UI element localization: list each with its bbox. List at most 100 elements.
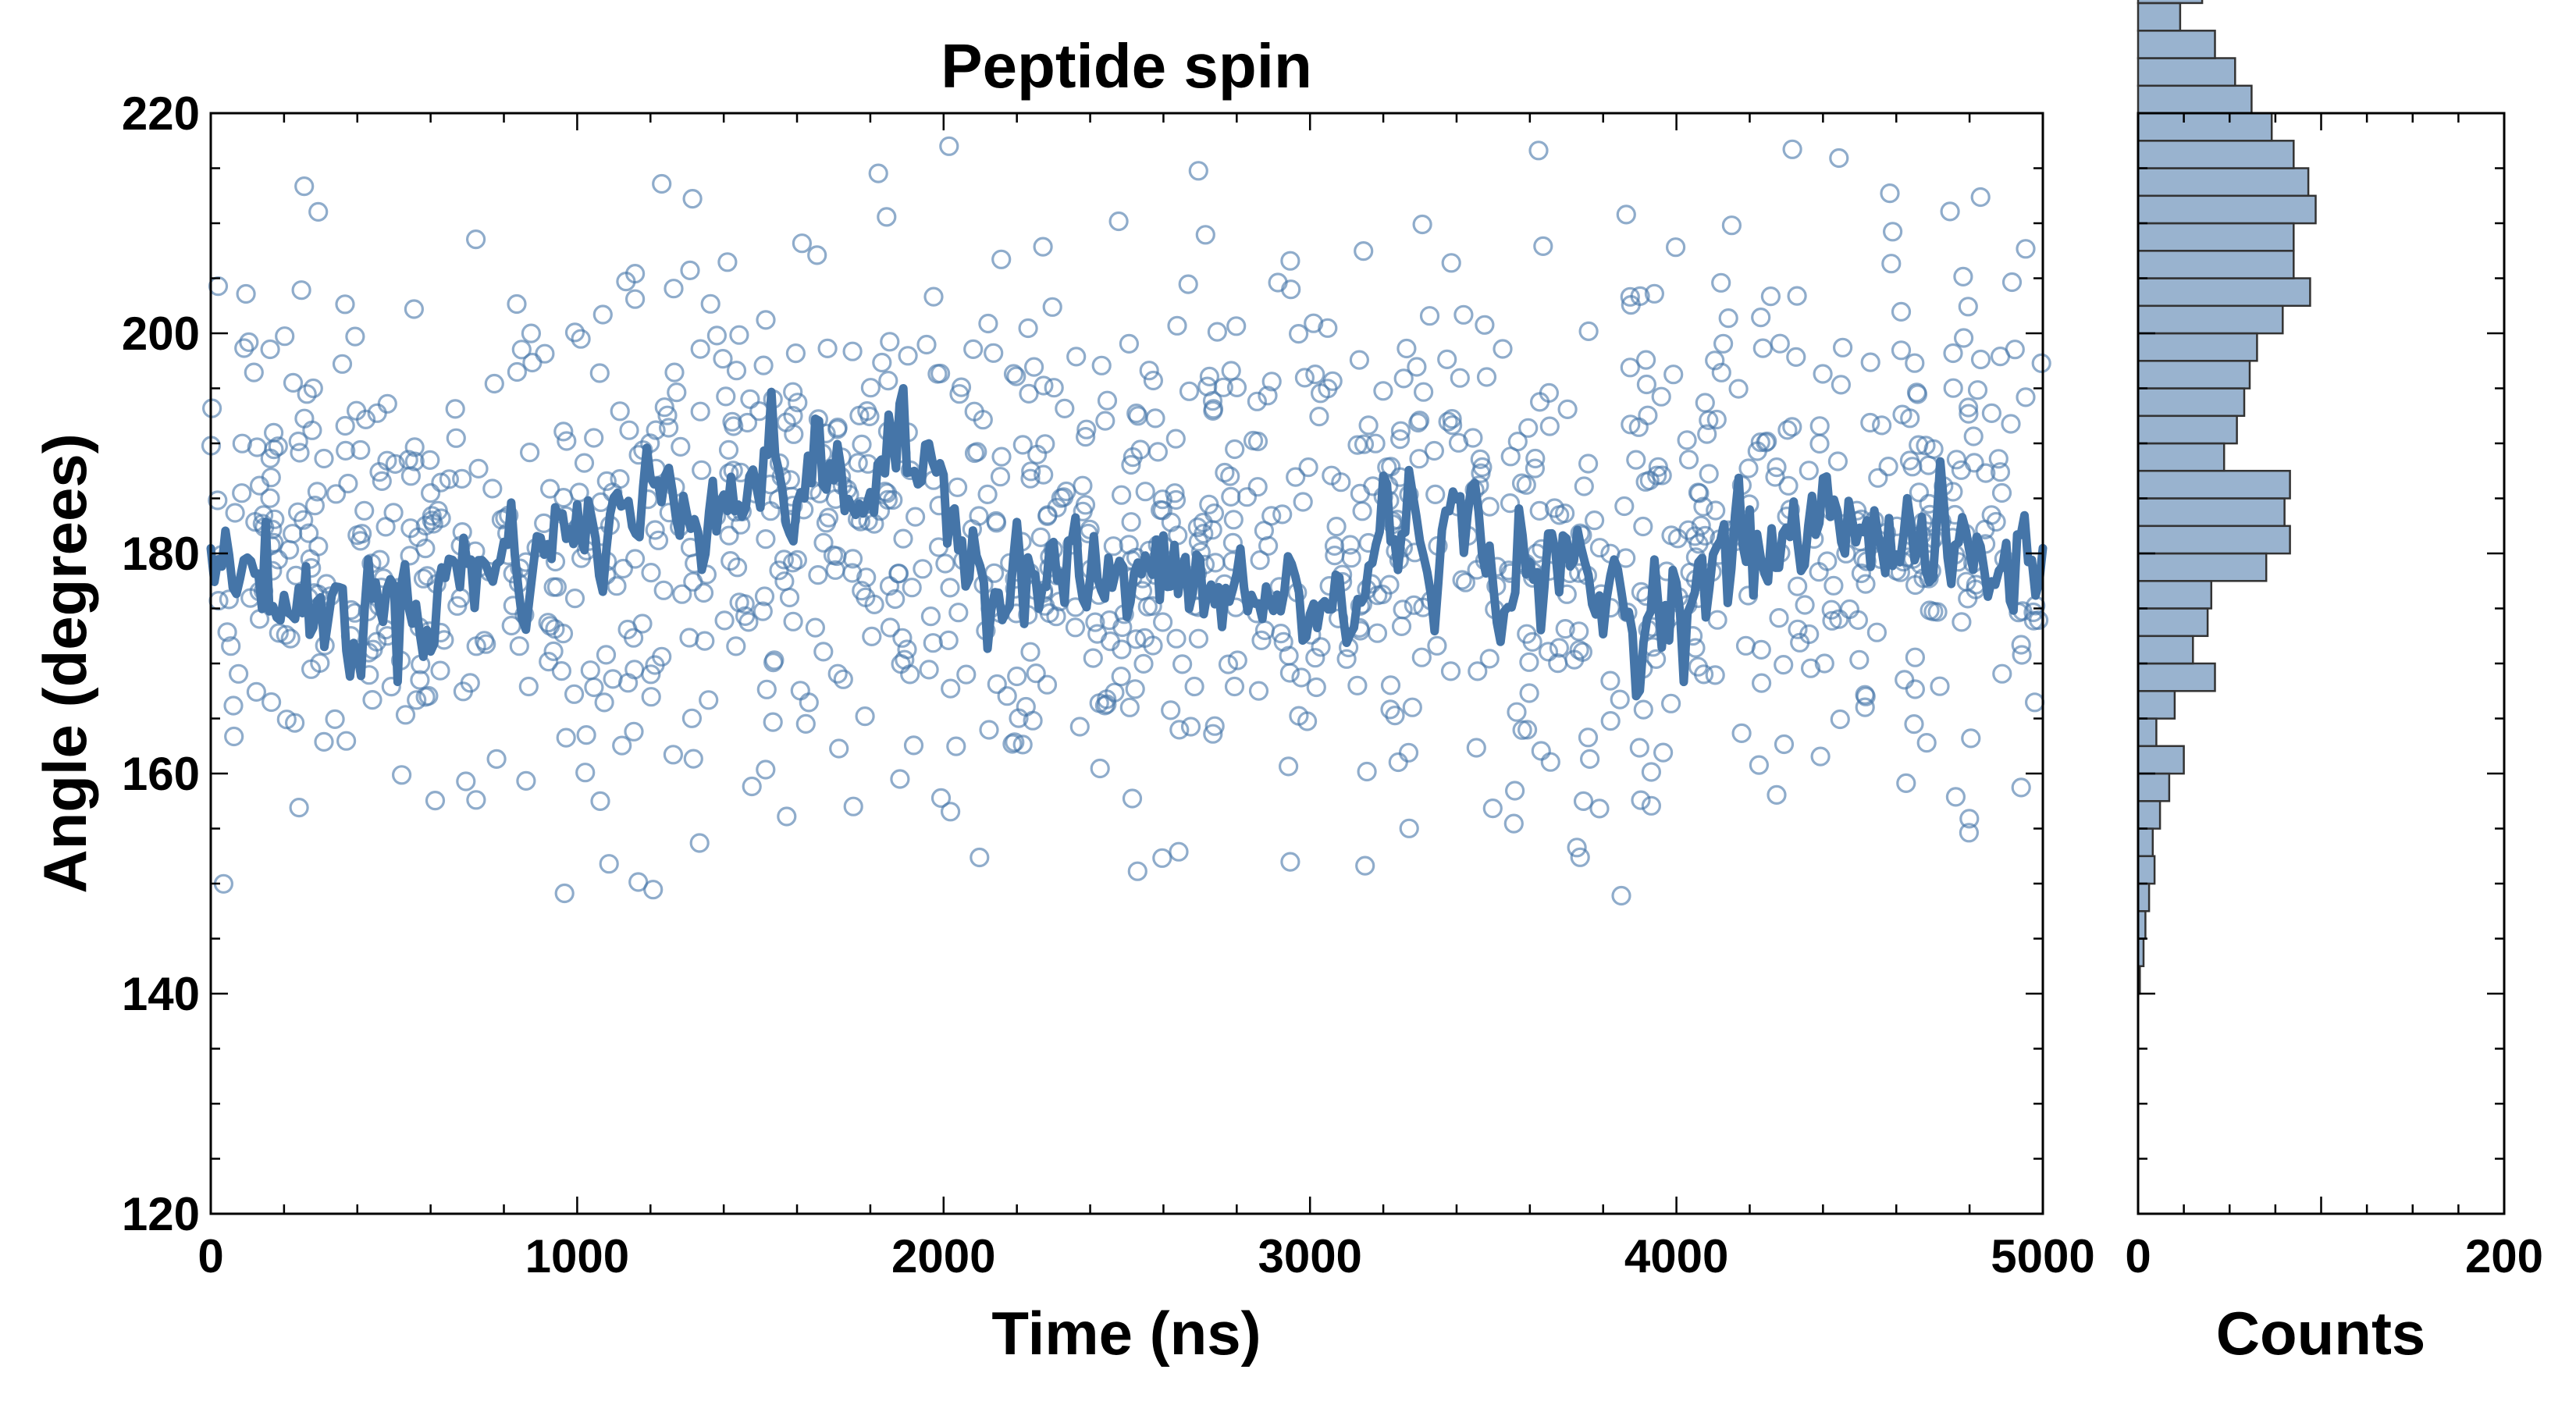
scatter-point — [756, 528, 776, 550]
scatter-point — [1165, 429, 1186, 449]
scatter-point — [774, 550, 795, 570]
scatter-point — [1097, 390, 1118, 411]
scatter-point — [892, 628, 913, 648]
histogram-bar — [2137, 194, 2317, 225]
scatter-point — [1555, 618, 1575, 639]
scatter-point — [1765, 467, 1785, 487]
histogram-bar — [2137, 332, 2258, 362]
scatter-point — [1450, 368, 1470, 388]
scatter-point — [823, 545, 844, 565]
scatter-point — [246, 681, 266, 702]
scatter-point — [466, 790, 486, 810]
scatter-point — [624, 264, 646, 284]
scatter-point — [923, 286, 944, 307]
scatter-point — [1119, 535, 1139, 555]
scatter-point — [476, 634, 496, 654]
scatter-point — [1749, 755, 1769, 775]
scatter-point — [297, 384, 317, 404]
scatter-point — [1503, 813, 1524, 834]
scatter-point — [1539, 416, 1560, 436]
scatter-point — [740, 389, 760, 409]
histogram-bar — [2137, 2, 2182, 32]
scatter-point — [1529, 500, 1550, 521]
scatter-point — [1003, 364, 1024, 384]
scatter-point — [654, 397, 674, 418]
scatter-point — [1054, 487, 1074, 507]
scatter-point — [1411, 647, 1432, 667]
scatter-point — [1326, 516, 1347, 537]
scatter-point — [1002, 734, 1023, 754]
scatter-point — [596, 471, 617, 492]
scatter-point — [219, 589, 239, 610]
scatter-point — [482, 478, 503, 499]
histogram-bar — [2137, 140, 2295, 169]
scatter-point — [326, 484, 347, 504]
scatter-point — [1767, 457, 1787, 478]
scatter-point — [1728, 379, 1749, 399]
scatter-point — [1247, 477, 1268, 497]
scatter-point — [1638, 405, 1658, 425]
scatter-point — [977, 484, 998, 505]
scatter-point — [1959, 809, 1980, 829]
scatter-point — [362, 689, 382, 710]
scatter-point — [1018, 318, 1038, 339]
scatter-point — [679, 628, 699, 648]
scatter-point — [956, 664, 977, 685]
histogram-x-tick-label: 200 — [2465, 1230, 2543, 1282]
scatter-point — [1111, 666, 1131, 687]
histogram-bar — [2137, 414, 2238, 445]
scatter-point — [848, 453, 868, 473]
scatter-point — [2031, 353, 2051, 373]
scatter-point — [1152, 489, 1172, 510]
scatter-point — [645, 520, 665, 540]
scatter-point — [1143, 370, 1164, 391]
scatter-point — [229, 663, 249, 684]
scatter-point — [624, 289, 646, 309]
scatter-point — [338, 473, 358, 494]
scatter-point — [1517, 624, 1537, 644]
scatter-point — [1621, 414, 1641, 435]
scatter-point — [1306, 677, 1326, 698]
scatter-point — [1380, 675, 1401, 695]
scatter-point — [1220, 466, 1240, 486]
scatter-point — [792, 233, 813, 254]
scatter-point — [1463, 428, 1483, 448]
scatter-point — [576, 724, 596, 745]
scatter-point — [902, 578, 922, 598]
scatter-point — [1318, 318, 1338, 338]
scatter-point — [1774, 734, 1795, 755]
scatter-point — [1354, 434, 1375, 454]
y-tick-label: 180 — [122, 528, 200, 580]
scatter-point — [1019, 383, 1039, 404]
scatter-point — [1289, 706, 1309, 726]
scatter-point — [1760, 286, 1781, 307]
scatter-point — [948, 603, 969, 623]
y-tick-label: 120 — [122, 1188, 200, 1240]
scatter-point — [1119, 333, 1140, 354]
scatter-point — [1033, 237, 1053, 257]
histogram-bar — [2137, 442, 2226, 472]
scatter-point — [249, 475, 270, 496]
histogram-bar — [2137, 387, 2246, 418]
histogram-bar — [2137, 662, 2216, 692]
scatter-point — [1688, 482, 1708, 503]
scatter-point — [1357, 761, 1377, 782]
scatter-point — [1635, 471, 1656, 492]
scatter-point — [1184, 676, 1204, 697]
scatter-point — [795, 713, 816, 735]
scatter-point — [1226, 316, 1247, 336]
scatter-point — [969, 506, 989, 526]
scatter-point — [223, 695, 244, 716]
scatter-point — [332, 354, 353, 374]
scatter-point — [1213, 377, 1233, 397]
scatter-point — [1165, 489, 1187, 510]
scatter-point — [862, 626, 882, 647]
y-tick-label: 200 — [122, 308, 200, 360]
scatter-point — [788, 393, 808, 413]
scatter-point — [1954, 328, 1974, 348]
scatter-point — [1895, 670, 1915, 690]
scatter-point — [1006, 366, 1026, 386]
scatter-point — [1188, 161, 1208, 181]
scatter-point — [244, 362, 264, 382]
scatter-point — [1699, 410, 1719, 431]
